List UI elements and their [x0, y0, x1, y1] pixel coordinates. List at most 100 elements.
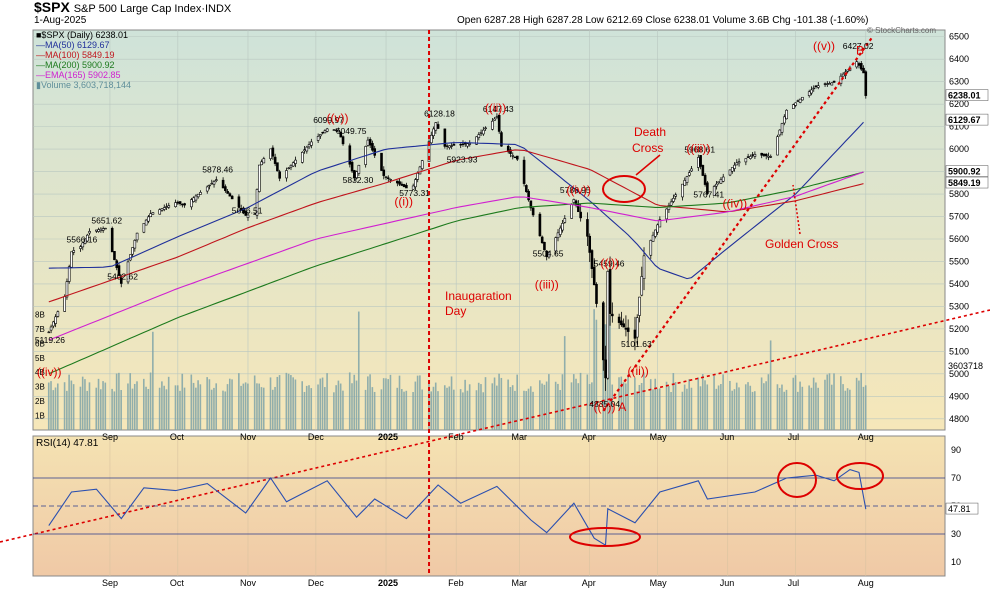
candle-body — [635, 317, 639, 338]
volume-bar — [258, 383, 261, 430]
candle-body — [278, 171, 281, 179]
candle-body — [658, 219, 662, 228]
price-annotation: 5459.46 — [594, 259, 625, 269]
rsi-value-tag: 47.81 — [948, 504, 971, 514]
volume-bar — [649, 379, 652, 430]
candle-body — [719, 179, 723, 184]
candle-body — [495, 116, 499, 119]
rsi-oversold-circle — [569, 527, 641, 547]
candle-body — [101, 228, 105, 231]
candle-body — [601, 302, 605, 361]
volume-bar — [197, 380, 199, 430]
volume-bar — [640, 383, 643, 430]
candle-body — [513, 156, 517, 159]
candle-body — [443, 128, 447, 147]
volume-bar — [99, 389, 102, 430]
month-tick-label: Nov — [240, 432, 257, 442]
candle-body — [244, 210, 248, 216]
price-annotation: 6128.18 — [424, 108, 455, 118]
candle-body — [780, 123, 784, 133]
volume-bar — [70, 380, 73, 430]
candle-body — [730, 167, 734, 172]
volume-bar — [115, 373, 118, 430]
volume-bar — [303, 391, 306, 430]
candle-body — [522, 159, 526, 184]
volume-bar — [285, 372, 288, 430]
month-tick-label: Apr — [582, 432, 596, 442]
volume-bar — [437, 391, 439, 430]
candle-body — [592, 266, 596, 286]
volume-bar — [50, 381, 52, 430]
rsi-tick-label: 70 — [951, 473, 961, 483]
volume-bar — [66, 390, 68, 430]
candle-body — [846, 69, 849, 72]
volume-bar — [763, 383, 765, 430]
candle-body — [325, 128, 329, 132]
candle-body — [386, 177, 390, 179]
volume-bar — [720, 384, 722, 430]
value-tag-box — [945, 89, 989, 101]
candle-body — [402, 184, 406, 188]
golden-cross-annotation: Golden Cross — [765, 237, 838, 251]
candle-body — [651, 234, 655, 242]
volume-bar — [625, 383, 627, 430]
volume-bar — [210, 389, 213, 430]
volume-bar — [145, 386, 147, 430]
candle-body — [706, 182, 709, 194]
volume-bar — [792, 377, 795, 430]
value-tag-box — [945, 165, 989, 177]
wave-label: B — [856, 44, 864, 58]
volume-bar — [767, 374, 770, 430]
candle-body — [332, 129, 336, 131]
candle-body — [529, 200, 533, 209]
candle-body — [807, 91, 811, 96]
candle-body — [117, 265, 121, 276]
volume-bar — [545, 381, 548, 430]
volume-bar — [735, 382, 738, 430]
price-tick-label: 6000 — [949, 144, 969, 154]
candle-body — [703, 174, 707, 185]
volume-bar — [731, 390, 733, 430]
candle-body — [656, 224, 659, 233]
volume-bar — [729, 380, 731, 430]
candle-body — [215, 179, 218, 181]
volume-bar — [47, 382, 50, 430]
candle-body — [543, 241, 546, 251]
volume-bar — [389, 374, 392, 430]
volume-bar — [326, 373, 328, 430]
month-tick-label: Feb — [448, 432, 464, 442]
volume-bar — [751, 391, 754, 430]
volume-bar — [244, 382, 247, 430]
volume-bar — [611, 384, 614, 430]
candle-body — [208, 184, 211, 187]
candle-body — [746, 156, 750, 158]
volume-bar — [231, 379, 233, 430]
volume-bar — [665, 381, 668, 430]
price-tick-label: 5100 — [949, 346, 969, 356]
candle-body — [500, 132, 503, 147]
candle-body — [269, 148, 272, 159]
volume-bar — [262, 387, 265, 430]
volume-bar — [208, 379, 211, 430]
volume-bar — [380, 389, 383, 430]
volume-bar — [414, 381, 417, 430]
candle-body — [712, 186, 716, 196]
candle-body — [405, 185, 408, 189]
volume-bar — [833, 373, 835, 430]
volume-bar — [781, 384, 783, 430]
volume-bar — [527, 388, 530, 430]
volume-bar — [701, 374, 704, 430]
candle-body — [49, 326, 53, 331]
volume-bar — [131, 388, 134, 430]
volume-bar — [830, 384, 833, 430]
candle-body — [448, 145, 451, 148]
candle-body — [862, 67, 865, 74]
candle-body — [511, 155, 515, 157]
candle-body — [357, 164, 361, 174]
candle-body — [63, 296, 66, 312]
volume-tick-label: 7B — [35, 325, 45, 334]
candle-body — [794, 102, 797, 106]
month-tick-label: Nov — [240, 578, 257, 588]
candle-body — [72, 250, 76, 253]
month-tick-label: Dec — [308, 432, 325, 442]
